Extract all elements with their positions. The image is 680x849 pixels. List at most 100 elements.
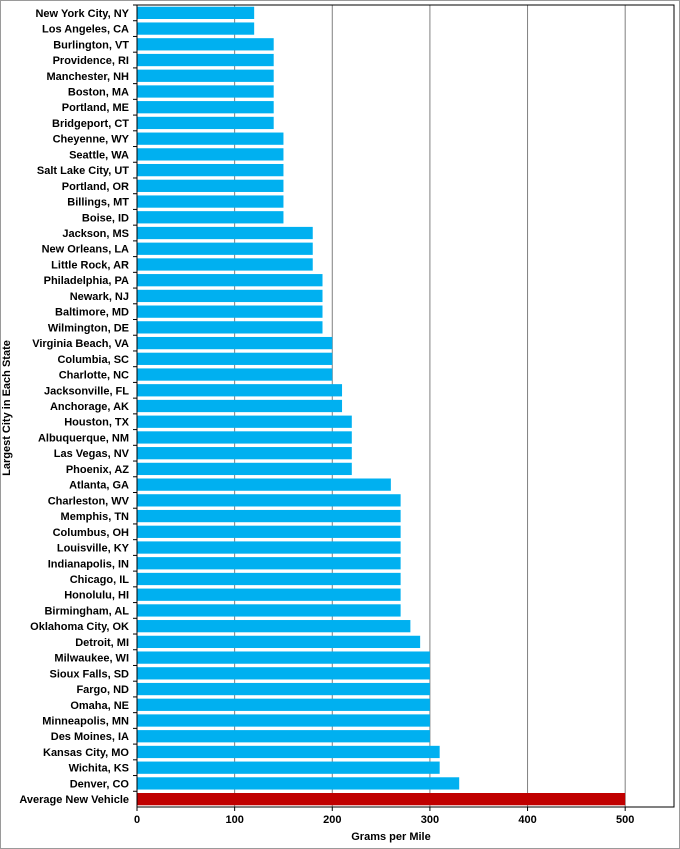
bar [137,101,274,114]
category-label: Charlotte, NC [59,370,129,382]
category-label: Columbus, OH [53,527,129,539]
category-label: Milwaukee, WI [54,653,129,665]
category-label: Charleston, WV [48,495,130,507]
category-labels: New York City, NY Los Angeles, CA Burlingt… [19,8,129,806]
category-label: Houston, TX [64,417,129,429]
category-label: New York City, NY [35,8,129,20]
category-label: Bridgeport, CT [52,118,129,130]
category-label: Portland, ME [62,102,129,114]
category-label: Albuquerque, NM [38,432,129,444]
category-label: Baltimore, MD [55,307,129,319]
category-label: Wichita, KS [69,763,129,775]
category-label: Phoenix, AZ [66,464,129,476]
bar [137,431,352,444]
category-label: Chicago, IL [70,574,130,586]
category-label: Indianapolis, IN [48,558,129,570]
bar [137,667,430,680]
category-label: Virginia Beach, VA [32,338,129,350]
category-label: Wilmington, DE [48,322,129,334]
bar [137,588,401,601]
category-label: Birmingham, AL [44,605,129,617]
bar [137,745,440,759]
bar [137,6,255,19]
y-axis-title: Largest City in Each State [1,340,13,476]
bar [137,620,411,633]
category-label: Burlington, VT [53,39,129,51]
bar [137,714,430,727]
category-label: Des Moines, IA [51,731,129,743]
bar [137,777,460,790]
category-label: Anchorage, AK [50,401,129,413]
bar [137,305,323,318]
bar [137,698,430,711]
bar [137,321,323,334]
category-label: Jacksonville, FL [44,385,129,397]
bar [137,53,274,67]
axes [133,4,675,811]
bar [137,38,274,51]
category-label: Boise, ID [82,212,129,224]
bar [137,415,352,428]
bar [137,730,430,743]
category-label: New Orleans, LA [42,244,129,256]
category-label: Providence, RI [53,55,129,67]
category-label: Billings, MT [67,197,129,209]
category-label: Boston, MA [68,86,129,98]
bar [137,541,401,554]
bar [137,336,333,350]
bar [137,399,343,413]
category-label: Denver, CO [70,778,130,790]
bar [137,258,313,271]
category-label: Atlanta, GA [69,480,129,492]
category-label: Minneapolis, MN [42,716,129,728]
bar [137,226,313,240]
category-label: Manchester, NH [46,71,129,83]
category-label: Los Angeles, CA [42,24,129,36]
category-label: Memphis, TN [61,511,130,523]
bars [137,6,626,806]
bar [137,148,284,161]
category-label: Las Vegas, NV [54,448,130,460]
bar [137,242,313,255]
bar [137,494,401,507]
bar [137,179,284,192]
category-label: Fargo, ND [76,684,129,696]
x-tick-labels: 0 100 200 300 400 500 [134,814,634,826]
category-label: Louisville, KY [57,543,130,555]
bar [137,352,333,365]
x-tick-label: 200 [323,814,341,826]
bar [137,635,421,649]
bar [137,211,284,224]
category-label: Little Rock, AR [51,259,129,271]
plot-area [136,4,675,808]
bar [137,85,274,98]
bar [137,368,333,381]
category-label: Oklahoma City, OK [30,621,129,633]
x-tick-label: 500 [616,814,634,826]
bar [137,116,274,130]
category-label: Cheyenne, WY [53,134,130,146]
category-label: Sioux Falls, SD [50,668,130,680]
bar [137,572,401,586]
category-label: Columbia, SC [57,354,129,366]
category-label: Portland, OR [62,181,129,193]
bar [137,462,352,476]
category-label: Average New Vehicle [19,794,129,806]
category-label: Philadelphia, PA [44,275,129,287]
bar [137,289,323,303]
bar [137,651,430,664]
bar [137,604,401,617]
category-label: Omaha, NE [70,700,129,712]
bar [137,447,352,460]
bar [137,22,255,35]
bar [137,384,343,397]
bar [137,509,401,523]
bar [137,761,440,774]
bar [137,163,284,177]
category-label: Kansas City, MO [43,747,129,759]
x-tick-label: 100 [225,814,243,826]
bar [137,557,401,570]
bar [137,478,391,491]
bar [137,69,274,82]
